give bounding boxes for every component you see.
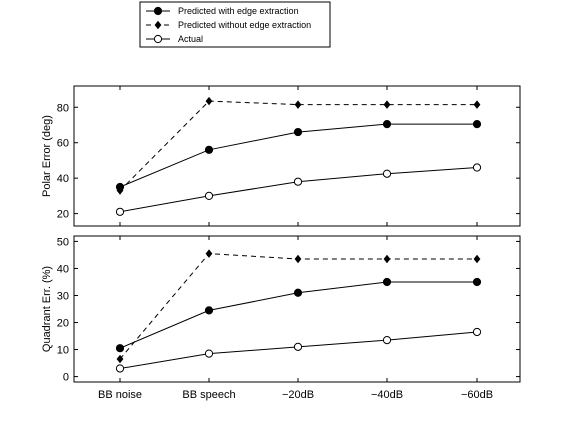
data-point <box>382 120 392 129</box>
data-point <box>294 100 302 109</box>
data-point <box>116 186 124 195</box>
legend-box <box>139 1 331 48</box>
y-axis-label: Polar Error (deg) <box>41 115 53 197</box>
data-point <box>472 277 482 287</box>
legend-marker <box>153 6 163 16</box>
data-point <box>205 96 213 106</box>
data-point <box>115 364 125 373</box>
y-tick-label: 80 <box>57 102 69 114</box>
data-point <box>205 249 213 258</box>
data-point <box>204 349 214 358</box>
data-point <box>472 120 482 129</box>
series-line <box>119 167 478 213</box>
data-point <box>473 100 481 109</box>
data-point <box>293 342 303 351</box>
data-point <box>115 207 125 216</box>
quadrant-error-panel: 0 10 20 30 40 50 BB noise BB speech −20dB −40dB −6… <box>41 235 521 401</box>
legend-label: Predicted with edge extraction <box>178 6 299 16</box>
y-tick-label: 0 <box>63 372 69 384</box>
legend-marker <box>154 20 162 30</box>
y-tick-label: 10 <box>57 345 69 357</box>
y-tick-label: 40 <box>57 173 69 185</box>
data-point <box>382 277 392 287</box>
legend-label: Actual <box>178 34 203 44</box>
data-point <box>472 327 482 337</box>
legend-label: Predicted without edge extraction <box>178 20 311 30</box>
x-tick-label: −40dB <box>371 389 403 401</box>
y-tick-label: 50 <box>57 236 69 248</box>
data-point <box>383 254 391 264</box>
data-point <box>204 145 214 154</box>
data-point <box>115 344 125 353</box>
data-point <box>472 163 482 172</box>
axes-frame <box>73 85 521 227</box>
y-tick-label: 30 <box>57 290 69 302</box>
legend-marker <box>153 34 163 44</box>
data-point <box>204 306 214 315</box>
axes-frame <box>73 235 521 383</box>
x-tick-label: −20dB <box>282 389 314 401</box>
data-point <box>294 254 302 264</box>
data-point <box>293 288 303 297</box>
x-tick-label: BB speech <box>182 389 235 401</box>
data-point <box>204 191 214 200</box>
data-point <box>382 169 392 178</box>
y-tick-label: 20 <box>57 209 69 221</box>
data-point <box>116 354 124 364</box>
x-tick-label: −60dB <box>461 389 493 401</box>
y-tick-label: 60 <box>57 138 69 150</box>
data-point <box>382 335 392 345</box>
y-tick-label: 40 <box>57 263 69 275</box>
legend: Predicted with edge extraction Predicted … <box>139 1 331 48</box>
y-tick-label: 20 <box>57 318 69 330</box>
data-point <box>293 177 303 186</box>
data-point <box>473 254 481 264</box>
data-point <box>383 100 391 109</box>
y-axis-label: Quadrant Err. (%) <box>41 266 53 352</box>
series-line <box>119 100 477 191</box>
polar-error-panel: 20 40 60 80 Polar Error (deg) <box>41 85 521 227</box>
x-tick-label: BB noise <box>98 389 142 401</box>
data-point <box>293 127 303 137</box>
